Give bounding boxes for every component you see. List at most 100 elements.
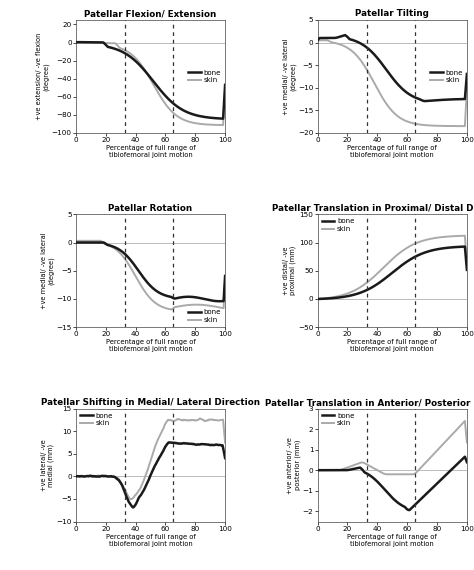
bone bbox=[163, 443, 168, 450]
bone bbox=[222, 455, 228, 462]
skin bbox=[317, 37, 322, 44]
Y-axis label: +ve anterior/ -ve
posterior (mm): +ve anterior/ -ve posterior (mm) bbox=[287, 437, 301, 494]
bone bbox=[407, 507, 412, 514]
skin bbox=[464, 86, 470, 92]
Line: bone: bone bbox=[318, 247, 467, 299]
Y-axis label: +ve medial/ -ve lateral
(degree): +ve medial/ -ve lateral (degree) bbox=[41, 233, 54, 309]
bone bbox=[315, 36, 321, 43]
Legend: bone, skin: bone, skin bbox=[188, 69, 222, 84]
Line: skin: skin bbox=[318, 40, 467, 126]
Y-axis label: +ve extension/ -ve flexion
(degree): +ve extension/ -ve flexion (degree) bbox=[36, 32, 50, 120]
bone bbox=[161, 292, 167, 299]
bone bbox=[464, 71, 470, 78]
Line: bone: bone bbox=[318, 457, 467, 510]
skin bbox=[168, 306, 174, 313]
skin bbox=[164, 103, 170, 110]
bone bbox=[451, 96, 457, 103]
bone bbox=[403, 259, 409, 266]
skin bbox=[163, 304, 168, 311]
bone bbox=[404, 506, 410, 512]
skin bbox=[162, 100, 167, 107]
bone bbox=[403, 505, 409, 512]
bone bbox=[342, 32, 348, 39]
Line: bone: bone bbox=[76, 42, 225, 119]
Title: Patellar Tilting: Patellar Tilting bbox=[356, 10, 429, 18]
Line: skin: skin bbox=[76, 241, 225, 310]
bone bbox=[73, 39, 79, 46]
skin bbox=[464, 260, 470, 267]
skin bbox=[210, 416, 215, 423]
bone bbox=[199, 295, 204, 302]
Title: Patellar Shifting in Medial/ Lateral Direction: Patellar Shifting in Medial/ Lateral Dir… bbox=[41, 398, 260, 407]
Line: skin: skin bbox=[76, 418, 225, 499]
bone bbox=[421, 97, 427, 104]
skin bbox=[464, 439, 470, 446]
Line: skin: skin bbox=[76, 43, 225, 125]
skin bbox=[404, 118, 410, 125]
skin bbox=[162, 422, 167, 429]
skin bbox=[441, 123, 447, 129]
X-axis label: Percentage of full range of
tibiofemoral joint motion: Percentage of full range of tibiofemoral… bbox=[106, 340, 195, 352]
skin bbox=[165, 306, 171, 312]
Legend: bone, skin: bone, skin bbox=[321, 218, 355, 233]
skin bbox=[407, 471, 412, 478]
X-axis label: Percentage of full range of
tibiofemoral joint motion: Percentage of full range of tibiofemoral… bbox=[347, 145, 437, 158]
bone bbox=[164, 292, 170, 299]
skin bbox=[197, 415, 203, 422]
bone bbox=[450, 244, 456, 251]
bone bbox=[162, 92, 167, 99]
skin bbox=[403, 245, 409, 252]
Line: skin: skin bbox=[318, 236, 467, 299]
Legend: bone, skin: bone, skin bbox=[79, 412, 113, 427]
Title: Patellar Flexion/ Extension: Patellar Flexion/ Extension bbox=[84, 10, 217, 18]
Title: Patellar Rotation: Patellar Rotation bbox=[109, 204, 192, 213]
skin bbox=[162, 304, 167, 311]
Legend: bone, skin: bone, skin bbox=[429, 69, 464, 84]
skin bbox=[384, 471, 390, 478]
skin bbox=[199, 121, 204, 128]
skin bbox=[315, 467, 320, 474]
skin bbox=[315, 295, 321, 302]
bone bbox=[165, 95, 171, 101]
skin bbox=[73, 39, 79, 46]
skin bbox=[161, 99, 167, 105]
bone bbox=[441, 474, 447, 481]
bone bbox=[73, 39, 79, 46]
skin bbox=[73, 238, 79, 245]
skin bbox=[404, 245, 410, 251]
skin bbox=[407, 119, 412, 126]
skin bbox=[73, 473, 79, 480]
Line: bone: bone bbox=[76, 442, 225, 507]
Title: Patellar Translation in Proximal/ Distal Direction: Patellar Translation in Proximal/ Distal… bbox=[273, 204, 474, 213]
bone bbox=[165, 440, 171, 447]
skin bbox=[208, 121, 214, 128]
bone bbox=[163, 92, 168, 99]
bone bbox=[442, 96, 447, 103]
Line: bone: bone bbox=[76, 242, 225, 301]
bone bbox=[451, 465, 456, 471]
bone bbox=[73, 473, 79, 480]
skin bbox=[222, 85, 228, 92]
skin bbox=[200, 416, 205, 423]
bone bbox=[464, 459, 470, 466]
bone bbox=[220, 115, 226, 122]
bone bbox=[315, 295, 321, 302]
skin bbox=[73, 473, 79, 480]
skin bbox=[163, 421, 168, 428]
X-axis label: Percentage of full range of
tibiofemoral joint motion: Percentage of full range of tibiofemoral… bbox=[347, 340, 437, 352]
bone bbox=[73, 239, 79, 246]
bone bbox=[73, 473, 79, 480]
skin bbox=[441, 234, 447, 241]
bone bbox=[462, 453, 468, 460]
bone bbox=[406, 507, 412, 514]
skin bbox=[462, 233, 468, 239]
bone bbox=[404, 258, 410, 265]
bone bbox=[315, 467, 320, 474]
skin bbox=[128, 496, 134, 503]
bone bbox=[315, 36, 320, 43]
skin bbox=[462, 123, 468, 129]
skin bbox=[404, 118, 410, 125]
bone bbox=[315, 467, 321, 474]
skin bbox=[451, 430, 456, 437]
skin bbox=[315, 467, 321, 474]
